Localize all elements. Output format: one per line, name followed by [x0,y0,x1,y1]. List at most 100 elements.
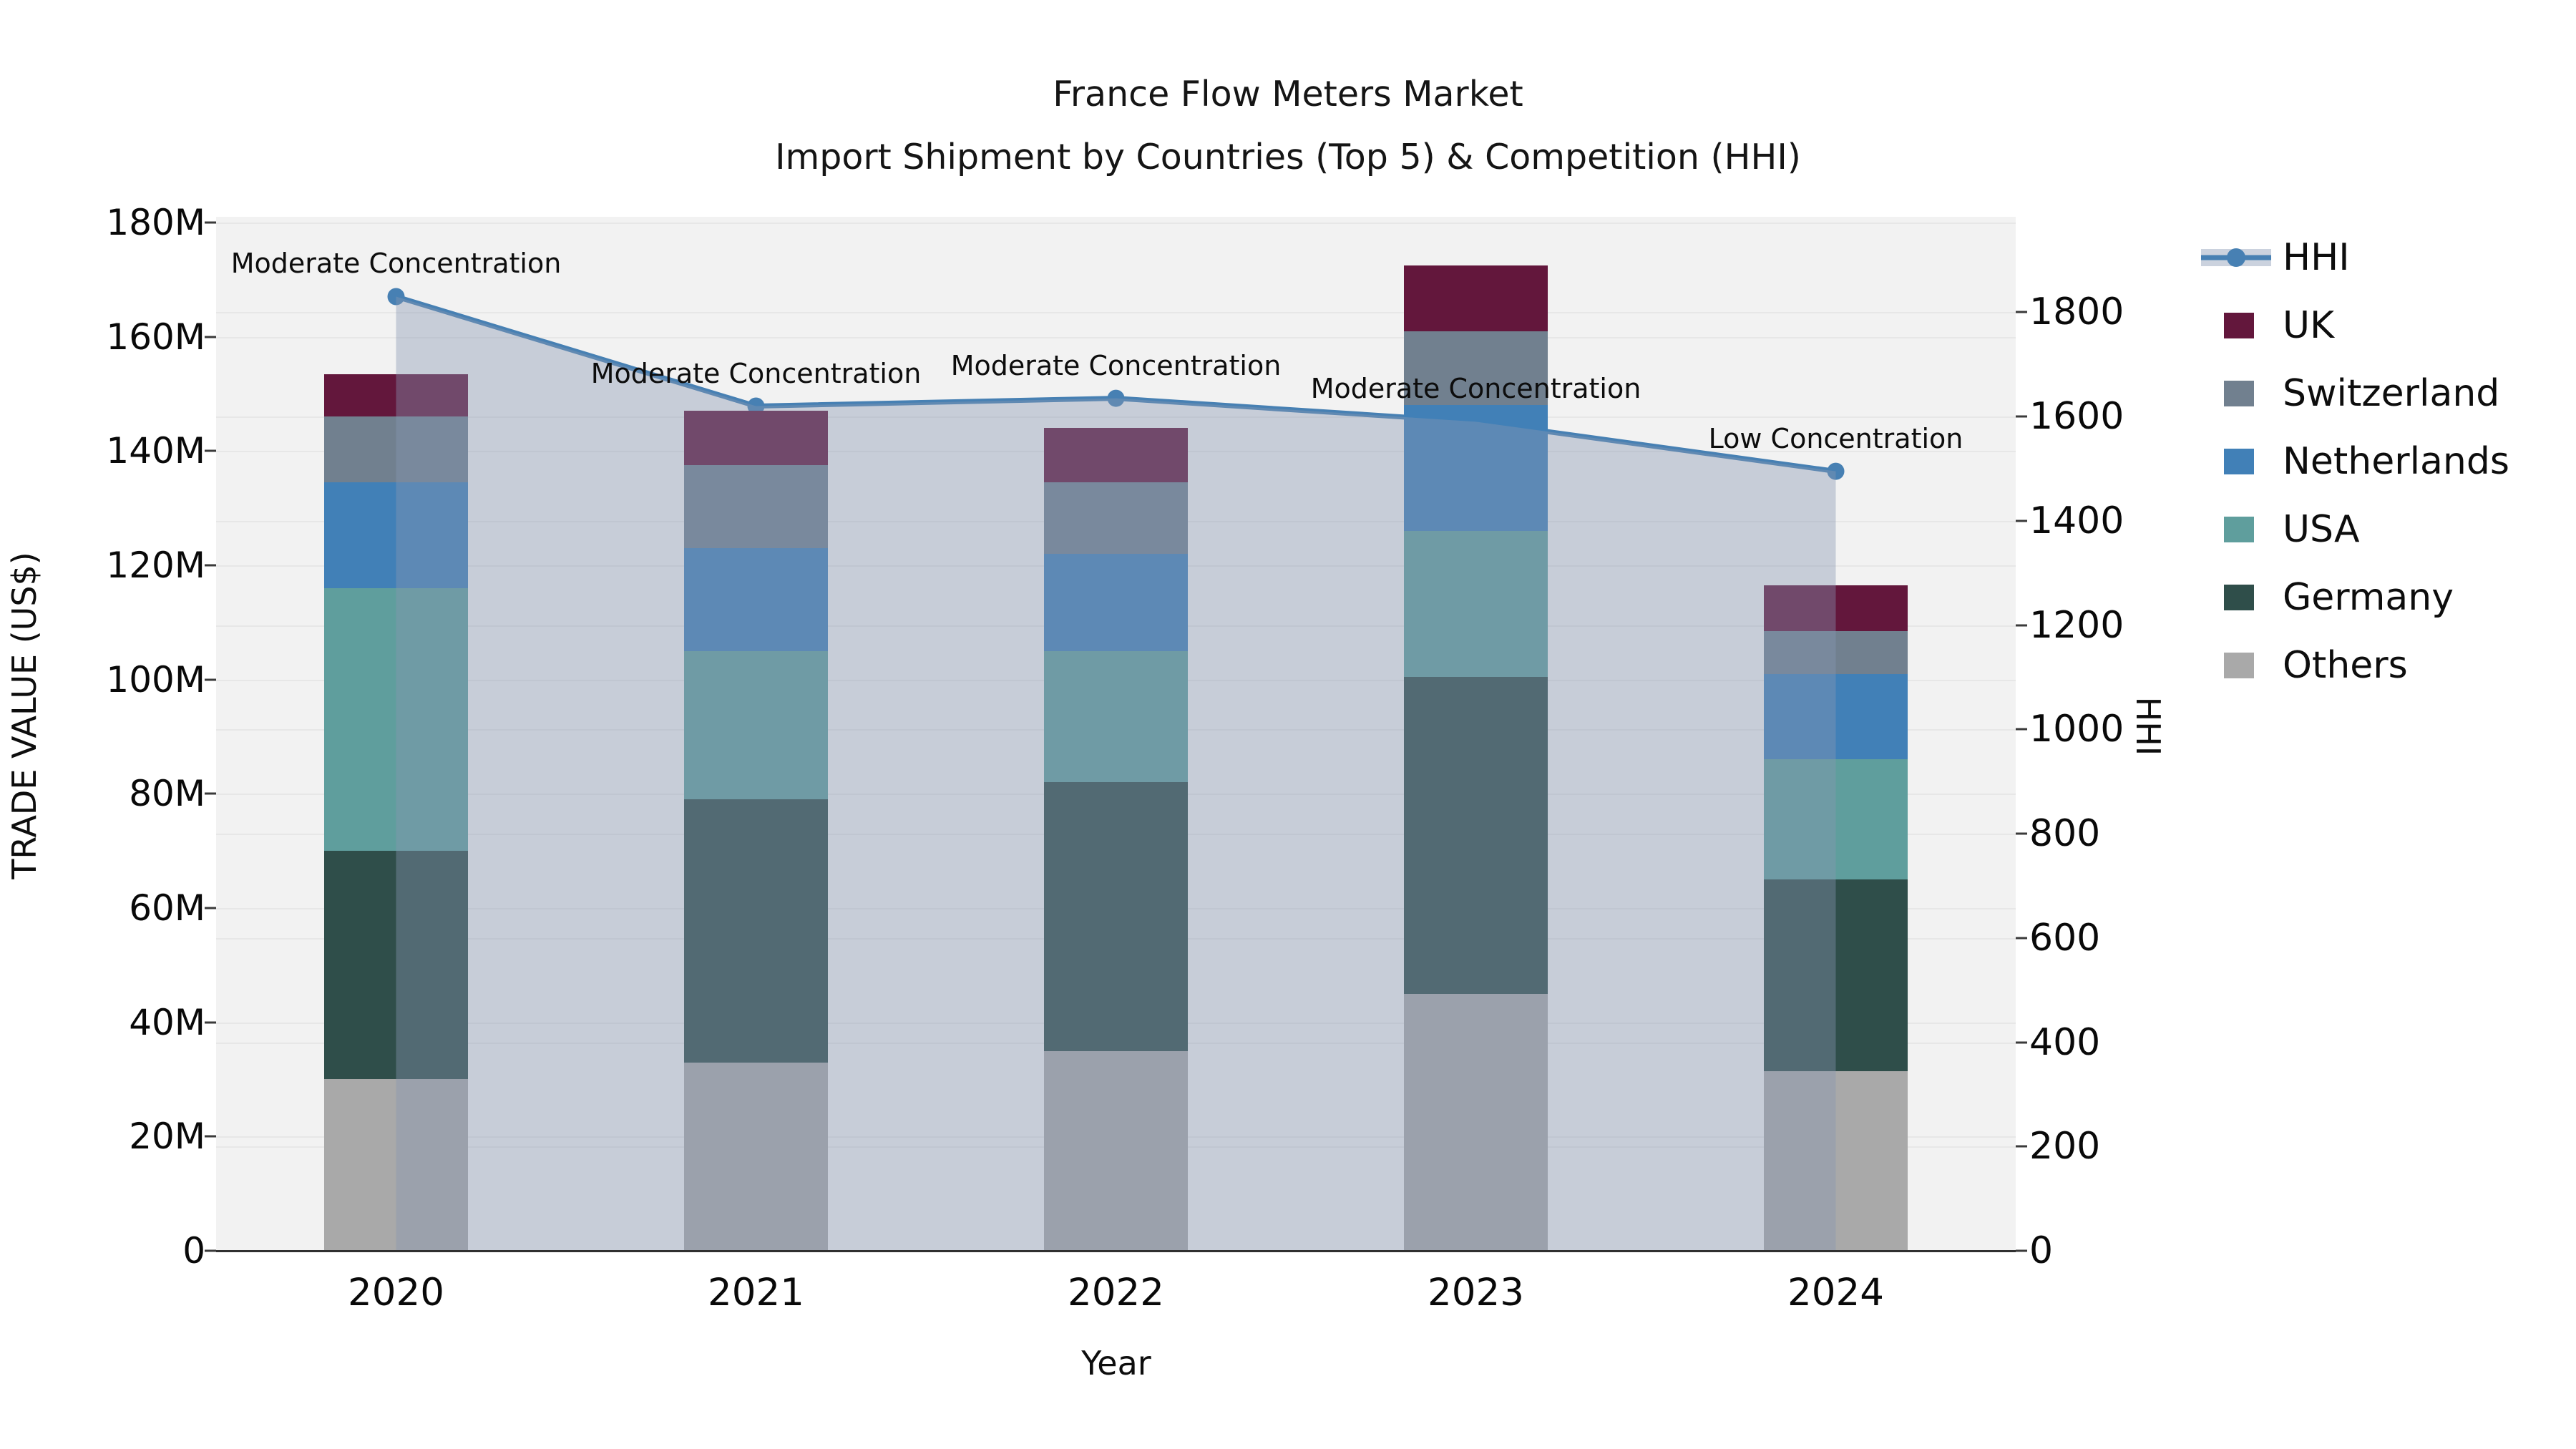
x-axis-spine [216,1250,2016,1252]
legend-swatch [2224,585,2254,610]
legend-item-usa: USA [2201,508,2573,551]
bar-segment-others [1404,993,1548,1251]
bar-segment-germany [324,851,468,1080]
bar-segment-switzerland [1404,331,1548,406]
right-tick-mark [2016,519,2027,522]
left-tick-label: 140M [106,430,205,472]
bar-segment-others [1044,1050,1188,1251]
bar-segment-germany [1404,676,1548,994]
bar-segment-uk [684,411,828,466]
bar-segment-others [1764,1070,1908,1251]
gridline-left [216,336,2016,338]
left-tick-mark [205,1021,216,1024]
right-tick-label: 1600 [2029,395,2124,439]
hhi-marker [747,397,765,415]
right-tick-label: 0 [2029,1229,2054,1272]
bar-segment-uk [1764,585,1908,631]
left-tick-label: 60M [129,887,205,929]
plot-area: Moderate Concentration Moderate Concentra… [216,217,2016,1252]
right-tick-label: 200 [2029,1125,2101,1169]
bar-segment-germany [1044,782,1188,1051]
right-tick-mark [2016,728,2027,731]
legend-label: HHI [2283,236,2350,279]
bar-segment-uk [324,374,468,417]
hhi-marker [387,288,405,306]
legend-item-germany: Germany [2201,576,2573,619]
left-tick-mark [205,1135,216,1138]
legend-item-others: Others [2201,644,2573,687]
x-tick-label: 2024 [1787,1271,1884,1314]
legend-item-switzerland: Switzerland [2201,372,2573,415]
left-tick-label: 180M [106,201,205,243]
bar-segment-netherlands [1044,554,1188,651]
hhi-area-fill-layer [396,296,1836,1251]
left-tick-label: 40M [129,1001,205,1043]
legend-swatch [2224,517,2254,542]
left-tick-label: 100M [106,658,205,701]
x-tick-label: 2022 [1068,1271,1164,1314]
legend-label: Switzerland [2283,372,2500,415]
bar-segment-uk [1404,265,1548,331]
legend-label: Germany [2283,576,2454,619]
legend-swatch [2224,653,2254,678]
x-axis-label: Year [1081,1344,1151,1382]
right-tick-label: 1200 [2029,603,2124,647]
left-tick-mark [205,449,216,452]
left-tick-mark [205,1249,216,1252]
y-axis-label-left: TRADE VALUE (US$) [5,552,44,879]
left-tick-label: 80M [129,773,205,815]
left-tick-mark [205,336,216,338]
right-tick-mark [2016,937,2027,940]
legend-swatch [2224,313,2254,338]
bar-segment-usa [324,587,468,852]
legend-label: USA [2283,508,2360,551]
right-tick-mark [2016,311,2027,313]
bar-segment-usa [684,650,828,800]
legend-label: Netherlands [2283,440,2509,483]
left-tick-label: 120M [106,544,205,586]
annotation: Moderate Concentration [950,349,1282,381]
bar-segment-netherlands [1764,673,1908,760]
chart-title: France Flow Meters Market [1053,74,1523,114]
legend-swatch [2224,449,2254,474]
right-tick-label: 800 [2029,812,2101,856]
right-tick-mark [2016,832,2027,835]
bar-segment-others [684,1062,828,1251]
x-tick-label: 2020 [348,1271,444,1314]
right-tick-label: 600 [2029,916,2101,960]
legend-swatch [2224,381,2254,406]
bar-segment-netherlands [324,482,468,588]
hhi-marker-swatch [2227,248,2245,267]
annotation: Low Concentration [1708,422,1963,454]
right-tick-label: 1800 [2029,291,2124,334]
legend-item-netherlands: Netherlands [2201,440,2573,483]
x-tick-label: 2023 [1428,1271,1524,1314]
bar-segment-switzerland [1764,630,1908,674]
left-tick-label: 160M [106,316,205,358]
bar-segment-germany [1764,879,1908,1071]
hhi-marker [1827,462,1845,480]
chart-subtitle: Import Shipment by Countries (Top 5) & C… [775,137,1801,177]
x-tick-label: 2021 [708,1271,804,1314]
bar-segment-uk [1044,428,1188,483]
bar-segment-usa [1404,531,1548,677]
left-tick-mark [205,907,216,909]
bar-segment-netherlands [1404,405,1548,532]
annotation: Moderate Concentration [230,248,562,280]
legend-item-hhi: HHI [2201,236,2573,279]
bar-segment-switzerland [1044,482,1188,554]
bar-segment-others [324,1079,468,1251]
bar-segment-switzerland [324,416,468,483]
right-tick-mark [2016,1041,2027,1044]
right-tick-label: 1000 [2029,708,2124,751]
right-tick-mark [2016,624,2027,627]
bar-segment-usa [1044,650,1188,783]
gridline-right [216,416,2016,419]
left-tick-mark [205,221,216,224]
bar-segment-netherlands [684,548,828,651]
hhi-marker [1107,389,1125,407]
left-tick-mark [205,792,216,795]
y-axis-label-right: HHI [2129,696,2167,756]
bar-segment-germany [684,799,828,1063]
